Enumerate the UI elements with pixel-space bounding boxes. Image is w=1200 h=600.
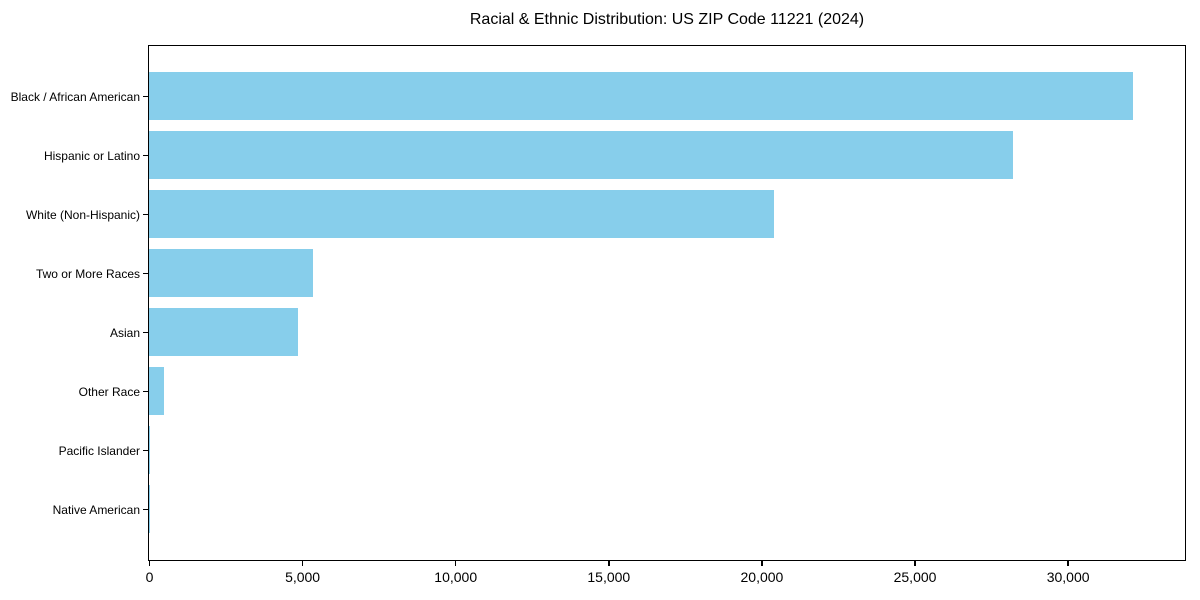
y-tick-mark	[143, 213, 148, 216]
y-tick-mark	[143, 272, 148, 275]
x-tick-mark	[914, 561, 916, 566]
y-tick-mark	[143, 154, 148, 157]
y-tick-mark	[143, 95, 148, 98]
y-tick-mark	[143, 508, 148, 511]
bar-hispanic-or-latino	[149, 131, 1013, 179]
bar-other-race	[149, 367, 164, 415]
bar-white-non-hispanic	[149, 190, 774, 238]
x-tick-label: 5,000	[285, 568, 321, 585]
x-tick-label: 15,000	[587, 568, 631, 585]
x-tick-label: 25,000	[893, 568, 937, 585]
plot-area	[148, 45, 1186, 561]
y-tick-mark	[143, 449, 148, 452]
bar-asian	[149, 308, 298, 356]
x-tick-mark	[454, 561, 457, 566]
x-tick-label: 20,000	[740, 568, 784, 585]
y-tick-label: Native American	[52, 502, 140, 517]
y-tick-mark	[143, 390, 148, 393]
x-tick-mark	[148, 561, 151, 566]
y-tick-label: Asian	[109, 325, 140, 340]
chart-title: Racial & Ethnic Distribution: US ZIP Cod…	[469, 11, 865, 28]
x-tick-mark	[761, 561, 763, 566]
bar-black-african-american	[149, 72, 1134, 120]
y-tick-label: Pacific Islander	[58, 443, 140, 458]
x-tick-label: 30,000	[1046, 568, 1090, 585]
x-tick-mark	[301, 561, 304, 566]
x-tick-label: 10,000	[434, 568, 478, 585]
y-tick-label: Two or More Races	[35, 266, 140, 281]
x-tick-mark	[608, 561, 610, 566]
y-tick-mark	[143, 331, 148, 334]
bar-pacific-islander	[149, 426, 151, 474]
y-tick-label: Other Race	[78, 384, 140, 399]
bar-two-or-more-races	[149, 249, 313, 297]
y-tick-label: Hispanic or Latino	[43, 148, 140, 163]
x-tick-label: 0	[145, 568, 154, 585]
y-tick-label: Black / African American	[10, 89, 140, 104]
x-tick-mark	[1067, 561, 1069, 566]
y-tick-label: White (Non-Hispanic)	[25, 207, 140, 222]
